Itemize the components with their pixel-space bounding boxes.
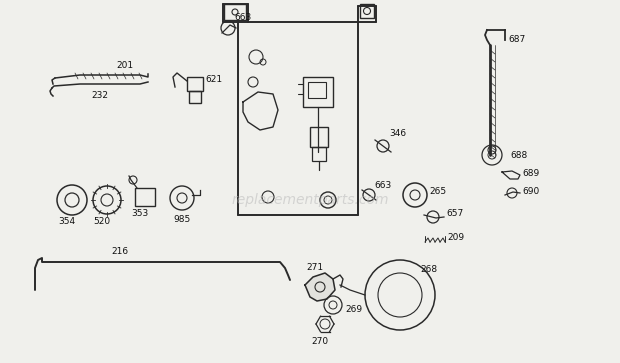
Bar: [224, 4, 246, 20]
Text: 354: 354: [58, 217, 76, 227]
Text: 269: 269: [345, 305, 362, 314]
Text: 270: 270: [311, 338, 329, 347]
Text: 271: 271: [306, 262, 324, 272]
Bar: [303, 77, 333, 107]
Text: 657: 657: [446, 208, 463, 217]
Bar: [308, 82, 326, 98]
Text: 209: 209: [447, 233, 464, 242]
Text: 663: 663: [234, 13, 251, 23]
Text: 690: 690: [522, 187, 539, 196]
Text: 268: 268: [420, 265, 437, 274]
Text: 663: 663: [374, 182, 391, 191]
Polygon shape: [305, 273, 335, 301]
Text: 520: 520: [94, 217, 110, 227]
Text: 232: 232: [92, 91, 108, 101]
Text: 346: 346: [389, 130, 406, 139]
Bar: [310, 127, 328, 147]
Text: 265: 265: [429, 187, 446, 196]
Text: 216: 216: [112, 248, 128, 257]
Bar: [360, 4, 374, 18]
Text: 689: 689: [522, 168, 539, 178]
Text: 985: 985: [174, 216, 190, 224]
Bar: [189, 91, 201, 103]
Text: 621: 621: [205, 76, 222, 85]
Text: 201: 201: [117, 61, 133, 70]
Bar: [187, 77, 203, 91]
Text: 353: 353: [131, 209, 149, 219]
Text: 687: 687: [508, 36, 525, 45]
Bar: [312, 147, 326, 161]
Text: replacementparts.com: replacementparts.com: [231, 193, 389, 207]
Text: 688: 688: [510, 151, 527, 159]
Bar: [135, 188, 155, 206]
